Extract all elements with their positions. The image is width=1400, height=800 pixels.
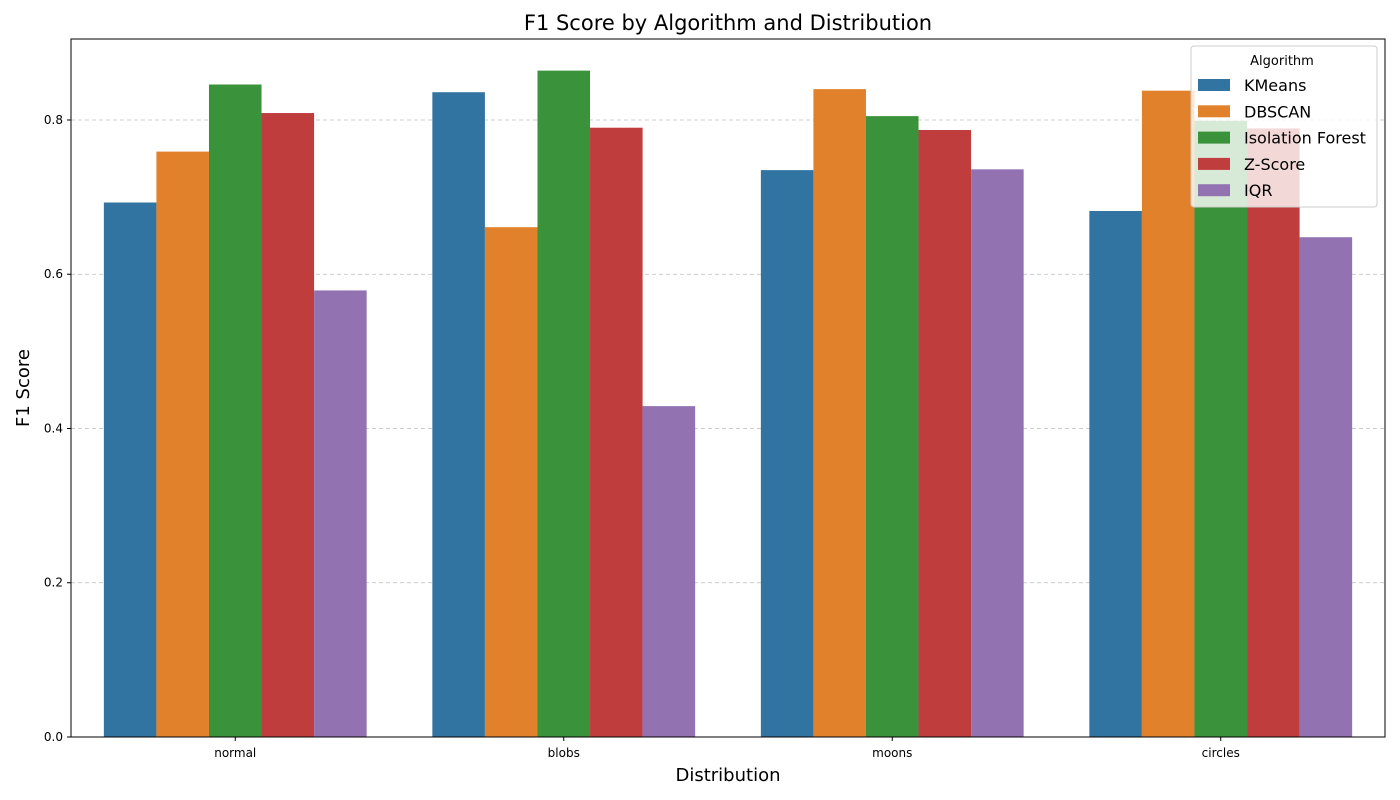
y-tick-label: 0.6 bbox=[44, 267, 63, 281]
legend-swatch bbox=[1198, 131, 1230, 144]
legend-label: KMeans bbox=[1244, 76, 1306, 95]
x-tick-label: blobs bbox=[548, 746, 580, 760]
bar-normal-isolation-forest bbox=[208, 84, 262, 737]
bar-circles-z-score bbox=[1247, 128, 1300, 737]
bar-blobs-kmeans bbox=[432, 92, 485, 738]
x-tick-label: normal bbox=[214, 746, 256, 760]
legend-label: DBSCAN bbox=[1244, 102, 1311, 121]
x-tick-label: moons bbox=[872, 746, 912, 760]
bar-moons-z-score bbox=[918, 130, 972, 737]
x-tick-label: circles bbox=[1202, 746, 1240, 760]
bar-circles-isolation-forest bbox=[1194, 120, 1248, 737]
bar-normal-z-score bbox=[261, 113, 315, 737]
legend-swatch bbox=[1198, 79, 1230, 91]
bar-blobs-z-score bbox=[590, 127, 643, 738]
bar-moons-isolation-forest bbox=[865, 116, 919, 737]
bar-blobs-dbscan bbox=[484, 227, 538, 737]
legend-swatch bbox=[1198, 105, 1230, 118]
y-tick-label: 0.8 bbox=[44, 113, 63, 127]
chart-title: F1 Score by Algorithm and Distribution bbox=[524, 11, 932, 35]
bar-normal-dbscan bbox=[156, 151, 209, 737]
legend-frame bbox=[1190, 45, 1378, 208]
bar-circles-kmeans bbox=[1089, 210, 1142, 737]
legend-label: Isolation Forest bbox=[1244, 129, 1366, 148]
bar-moons-dbscan bbox=[813, 89, 866, 738]
legend-label: Z-Score bbox=[1244, 155, 1305, 174]
bars bbox=[103, 70, 1353, 738]
plot-frame bbox=[70, 38, 1386, 738]
legend-swatch bbox=[1198, 157, 1230, 170]
y-tick-label: 0.4 bbox=[44, 421, 63, 435]
legend-items: KMeans DBSCAN Isolation Forest Z-Score IQR bbox=[1198, 76, 1366, 200]
bar-moons-kmeans bbox=[760, 170, 814, 737]
x-axis: normal blobs moons circles bbox=[214, 737, 1240, 760]
legend-label: IQR bbox=[1244, 181, 1272, 200]
x-axis-title: Distribution bbox=[675, 765, 780, 786]
bar-circles-iqr bbox=[1299, 237, 1353, 738]
y-tick-label: 0.0 bbox=[44, 730, 63, 744]
bar-blobs-isolation-forest bbox=[537, 70, 591, 738]
bar-circles-dbscan bbox=[1141, 90, 1195, 737]
y-axis-title: F1 Score bbox=[13, 349, 34, 427]
bar-normal-kmeans bbox=[103, 202, 157, 737]
y-tick-label: 0.2 bbox=[44, 576, 63, 590]
legend-title: Algorithm bbox=[1250, 54, 1314, 69]
bar-blobs-iqr bbox=[642, 406, 696, 737]
bar-normal-iqr bbox=[314, 290, 367, 737]
y-axis: 0.0 0.2 0.4 0.6 0.8 bbox=[44, 113, 71, 744]
legend-swatch bbox=[1198, 184, 1230, 197]
legend: Algorithm KMeans DBSCAN Isolation Forest Z-… bbox=[1190, 45, 1378, 208]
bar-moons-iqr bbox=[971, 169, 1024, 738]
